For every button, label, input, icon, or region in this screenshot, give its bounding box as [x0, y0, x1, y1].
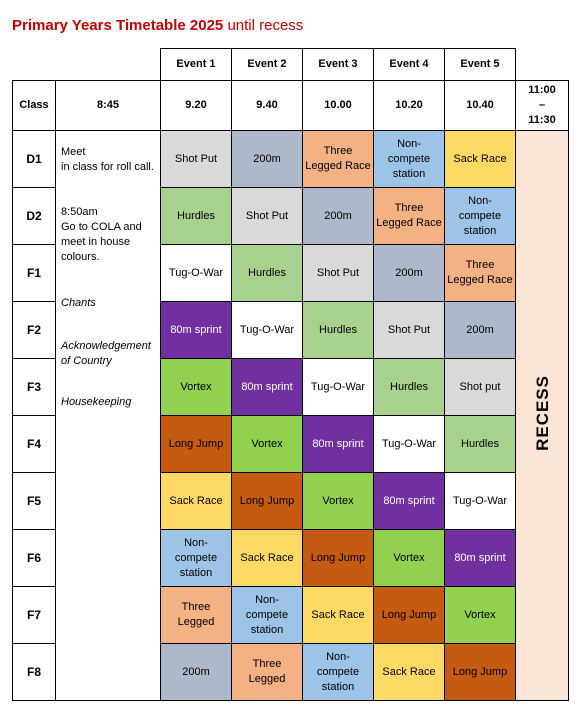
recess-label: RECESS	[532, 375, 552, 451]
blank-cell	[515, 48, 569, 81]
activity-cell: 200m	[160, 643, 232, 701]
activity-cell: Tug-O-War	[444, 472, 516, 530]
event-header: Event 3	[302, 48, 374, 81]
activity-cell: Tug-O-War	[373, 415, 445, 473]
class-row: F2 80m sprint Tug-O-War Hurdles Shot Put 200m	[12, 301, 569, 359]
timetable: Event 1 Event 2 Event 3 Event 4 Event 5 Class…	[12, 48, 569, 701]
time-header: 10.00	[302, 80, 374, 131]
notes-cell: Meet in class for roll call. 8:50am Go to…	[55, 130, 161, 701]
title-main: Primary Years Timetable 2025	[12, 17, 224, 34]
activity-cell: Vortex	[373, 529, 445, 587]
class-name: F1	[12, 244, 56, 302]
activity-cell: Three Legged	[160, 586, 232, 644]
activity-cell: Vortex	[231, 415, 303, 473]
class-name: F8	[12, 643, 56, 701]
class-row: F7 Three Legged Non-compete station Sack Ra…	[12, 586, 569, 644]
activity-cell: 80m sprint	[302, 415, 374, 473]
activity-cell: 80m sprint	[444, 529, 516, 587]
time-header: 10.40	[444, 80, 516, 131]
activity-cell: Shot Put	[302, 244, 374, 302]
class-header: Class	[12, 80, 56, 131]
time-header: 10.20	[373, 80, 445, 131]
note: 8:50am Go to COLA and meet in house colo…	[61, 206, 142, 263]
class-name: F5	[12, 472, 56, 530]
activity-cell: 80m sprint	[231, 358, 303, 416]
note: Housekeeping	[61, 396, 132, 408]
activity-cell: Shot Put	[231, 187, 303, 245]
activity-cell: Long Jump	[160, 415, 232, 473]
activity-cell: Shot put	[444, 358, 516, 416]
event-header: Event 2	[231, 48, 303, 81]
activity-cell: Vortex	[444, 586, 516, 644]
event-header: Event 4	[373, 48, 445, 81]
activity-cell: Hurdles	[444, 415, 516, 473]
class-name: F2	[12, 301, 56, 359]
activity-cell: Hurdles	[231, 244, 303, 302]
time-header: 11:00 – 11:30	[515, 80, 569, 131]
class-name: F7	[12, 586, 56, 644]
class-name: F3	[12, 358, 56, 416]
activity-cell: Non-compete station	[231, 586, 303, 644]
activity-cell: Long Jump	[373, 586, 445, 644]
class-name: F6	[12, 529, 56, 587]
note: Acknowledgement of Country	[61, 340, 151, 367]
event-header: Event 1	[160, 48, 232, 81]
class-name: D2	[12, 187, 56, 245]
activity-cell: 200m	[444, 301, 516, 359]
activity-cell: Hurdles	[160, 187, 232, 245]
activity-cell: Long Jump	[444, 643, 516, 701]
activity-cell: Long Jump	[302, 529, 374, 587]
class-row: F3 Vortex 80m sprint Tug-O-War Hurdles Shot p…	[12, 358, 569, 416]
activity-cell: Three Legged Race	[444, 244, 516, 302]
header-row: Event 1 Event 2 Event 3 Event 4 Event 5	[12, 48, 569, 81]
activity-cell: Sack Race	[373, 643, 445, 701]
class-row: F1 Tug-O-War Hurdles Shot Put 200m Three Legg…	[12, 244, 569, 302]
activity-cell: Shot Put	[160, 130, 232, 188]
activity-cell: Hurdles	[302, 301, 374, 359]
note: Chants	[61, 297, 96, 309]
activity-cell: Sack Race	[444, 130, 516, 188]
activity-cell: Non-compete station	[302, 643, 374, 701]
time-header: 9.40	[231, 80, 303, 131]
activity-cell: Three Legged	[231, 643, 303, 701]
activity-cell: Long Jump	[231, 472, 303, 530]
activity-cell: Three Legged Race	[302, 130, 374, 188]
activity-cell: Tug-O-War	[231, 301, 303, 359]
activity-cell: 80m sprint	[373, 472, 445, 530]
activity-cell: Tug-O-War	[302, 358, 374, 416]
activity-cell: Non-compete station	[373, 130, 445, 188]
title: Primary Years Timetable 2025 until reces…	[12, 17, 303, 34]
header-row: Class 8:45 9.20 9.40 10.00 10.20 10.40 11:00 – …	[12, 80, 569, 131]
time-header: 8:45	[55, 80, 161, 131]
activity-cell: Sack Race	[231, 529, 303, 587]
activity-cell: 200m	[302, 187, 374, 245]
activity-cell: Non-compete station	[444, 187, 516, 245]
activity-cell: Sack Race	[160, 472, 232, 530]
activity-cell: 80m sprint	[160, 301, 232, 359]
activity-cell: Vortex	[160, 358, 232, 416]
activity-cell: Shot Put	[373, 301, 445, 359]
class-row: D2 Hurdles Shot Put 200m Three Legged Race No…	[12, 187, 569, 245]
class-row: F5 Sack Race Long Jump Vortex 80m sprint Tug-…	[12, 472, 569, 530]
class-name: F4	[12, 415, 56, 473]
event-header: Event 5	[444, 48, 516, 81]
activity-cell: Sack Race	[302, 586, 374, 644]
activity-cell: Three Legged Race	[373, 187, 445, 245]
class-row: F8 200m Three Legged Non-compete station Sac…	[12, 643, 569, 701]
activity-cell: Tug-O-War	[160, 244, 232, 302]
activity-cell: 200m	[373, 244, 445, 302]
class-row: D1 Meet in class for roll call. 8:50am Go …	[12, 130, 569, 701]
blank-cell	[12, 48, 161, 81]
activity-cell: 200m	[231, 130, 303, 188]
class-name: D1	[12, 130, 56, 188]
activity-cell: Hurdles	[373, 358, 445, 416]
title-sub: until recess	[227, 17, 304, 34]
class-row: F6 Non-compete station Sack Race Long Jump V…	[12, 529, 569, 587]
note: Meet in class for roll call.	[61, 146, 154, 173]
activity-cell: Vortex	[302, 472, 374, 530]
time-header: 9.20	[160, 80, 232, 131]
recess-cell: RECESS	[515, 130, 569, 701]
activity-cell: Non-compete station	[160, 529, 232, 587]
